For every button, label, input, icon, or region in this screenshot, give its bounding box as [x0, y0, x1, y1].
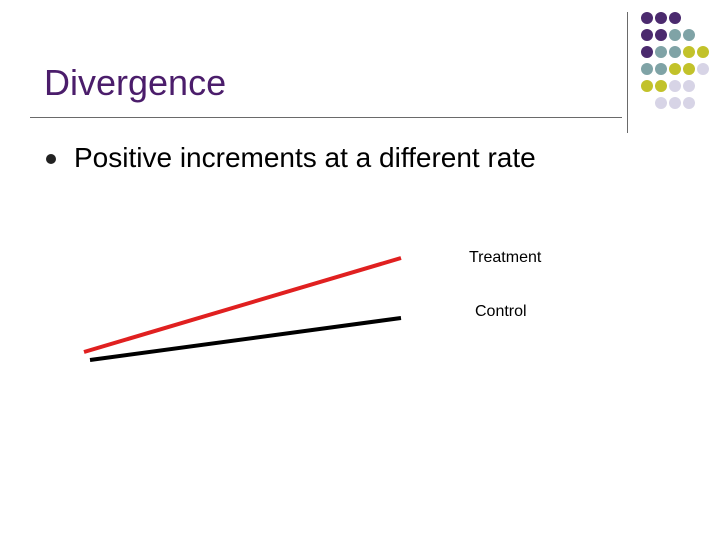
decorative-dot: [655, 12, 667, 24]
slide-title: Divergence: [44, 62, 227, 103]
control-label: Control: [475, 303, 527, 320]
treatment-line: [83, 256, 402, 354]
decorative-dot: [655, 80, 667, 92]
decorative-dot: [641, 63, 653, 75]
title-divider: [30, 117, 622, 118]
decorative-dot: [683, 29, 695, 41]
decorative-dot: [669, 63, 681, 75]
bullet-icon: [46, 154, 56, 164]
bullet-text: Positive increments at a different rate: [74, 142, 536, 173]
decorative-dot: [669, 29, 681, 41]
decorative-dot: [641, 46, 653, 58]
decorative-dot: [697, 46, 709, 58]
decorative-dot: [683, 97, 695, 109]
decorative-dot: [641, 12, 653, 24]
treatment-label: Treatment: [469, 249, 542, 266]
decorative-dot: [655, 46, 667, 58]
vertical-divider: [627, 12, 628, 133]
decorative-dot: [669, 97, 681, 109]
decorative-dot: [683, 46, 695, 58]
decorative-dot: [697, 63, 709, 75]
decorative-dot-grid: [641, 12, 709, 109]
decorative-dot: [655, 97, 667, 109]
decorative-dot: [669, 80, 681, 92]
decorative-dot: [669, 46, 681, 58]
decorative-dot: [641, 80, 653, 92]
control-line: [89, 316, 402, 362]
decorative-dot: [683, 80, 695, 92]
decorative-dot: [669, 12, 681, 24]
decorative-dot: [683, 63, 695, 75]
decorative-dot: [641, 29, 653, 41]
decorative-dot: [655, 29, 667, 41]
decorative-dot: [655, 63, 667, 75]
